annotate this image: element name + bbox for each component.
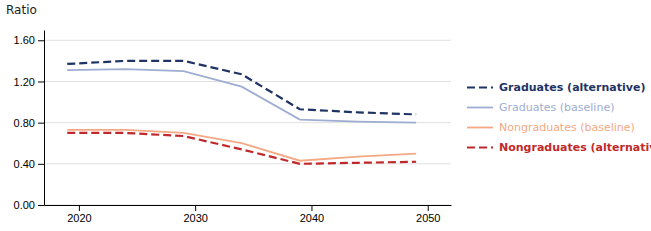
grid-line bbox=[44, 163, 451, 164]
y-tick-label: 0.00 bbox=[14, 199, 35, 211]
legend-item: Nongraduates (baseline) bbox=[467, 121, 635, 134]
x-tick-mark bbox=[195, 205, 196, 211]
series-line bbox=[67, 133, 416, 164]
y-tick-mark bbox=[38, 205, 44, 206]
x-tick: 2050 bbox=[416, 205, 440, 224]
legend-label: Graduates (baseline) bbox=[499, 101, 614, 114]
x-tick: 2020 bbox=[67, 205, 91, 224]
legend-item: Nongraduates (alternative) bbox=[467, 141, 651, 154]
legend-swatch bbox=[467, 107, 493, 109]
legend-label: Nongraduates (baseline) bbox=[499, 121, 635, 134]
x-tick-mark bbox=[79, 205, 80, 211]
y-axis-title: Ratio bbox=[6, 3, 37, 17]
y-tick-mark bbox=[38, 40, 44, 41]
x-axis: 2020 2030 2040 2050 bbox=[45, 205, 452, 224]
x-tick: 2030 bbox=[183, 205, 207, 224]
x-tick-label: 2050 bbox=[416, 212, 440, 224]
legend-swatch bbox=[467, 86, 493, 88]
grid bbox=[44, 40, 451, 205]
lines bbox=[67, 61, 416, 164]
series-line bbox=[67, 130, 416, 161]
y-tick-label: 0.40 bbox=[14, 158, 35, 170]
x-tick-label: 2020 bbox=[67, 212, 91, 224]
legend-item: Graduates (alternative) bbox=[467, 81, 645, 94]
legend: Graduates (alternative) Graduates (baseli… bbox=[467, 81, 651, 154]
y-tick: 0.00 bbox=[14, 199, 44, 211]
x-tick-mark bbox=[428, 205, 429, 211]
y-axis-line bbox=[44, 31, 45, 206]
grid-line bbox=[44, 205, 451, 206]
grid-line bbox=[44, 40, 451, 41]
y-tick-mark bbox=[38, 81, 44, 82]
x-tick-mark bbox=[311, 205, 312, 211]
y-tick-mark bbox=[38, 164, 44, 165]
y-tick-label: 1.60 bbox=[14, 34, 35, 46]
chart: 2020 2030 2040 2050 0.00 0.40 0.80 1.20 1.60 Rati… bbox=[0, 0, 651, 231]
x-tick-label: 2040 bbox=[300, 212, 324, 224]
y-tick-label: 0.80 bbox=[14, 117, 35, 129]
y-axis: 0.00 0.40 0.80 1.20 1.60 bbox=[14, 31, 45, 212]
plot: 2020 2030 2040 2050 0.00 0.40 0.80 1.20 1.60 bbox=[14, 31, 452, 224]
y-tick: 1.60 bbox=[14, 34, 44, 46]
legend-swatch bbox=[467, 127, 493, 129]
y-tick-label: 1.20 bbox=[14, 75, 35, 87]
y-tick-mark bbox=[38, 123, 44, 124]
y-tick: 0.80 bbox=[14, 117, 44, 129]
legend-swatch bbox=[467, 146, 493, 148]
x-tick-label: 2030 bbox=[183, 212, 207, 224]
legend-label: Nongraduates (alternative) bbox=[499, 141, 651, 154]
grid-line bbox=[44, 81, 451, 82]
series-line bbox=[67, 61, 416, 115]
y-tick: 1.20 bbox=[14, 75, 44, 87]
legend-item: Graduates (baseline) bbox=[467, 101, 614, 114]
legend-label: Graduates (alternative) bbox=[499, 81, 645, 94]
x-axis-line bbox=[45, 205, 452, 206]
x-tick: 2040 bbox=[300, 205, 324, 224]
y-tick: 0.40 bbox=[14, 158, 44, 170]
series-line bbox=[67, 69, 416, 123]
